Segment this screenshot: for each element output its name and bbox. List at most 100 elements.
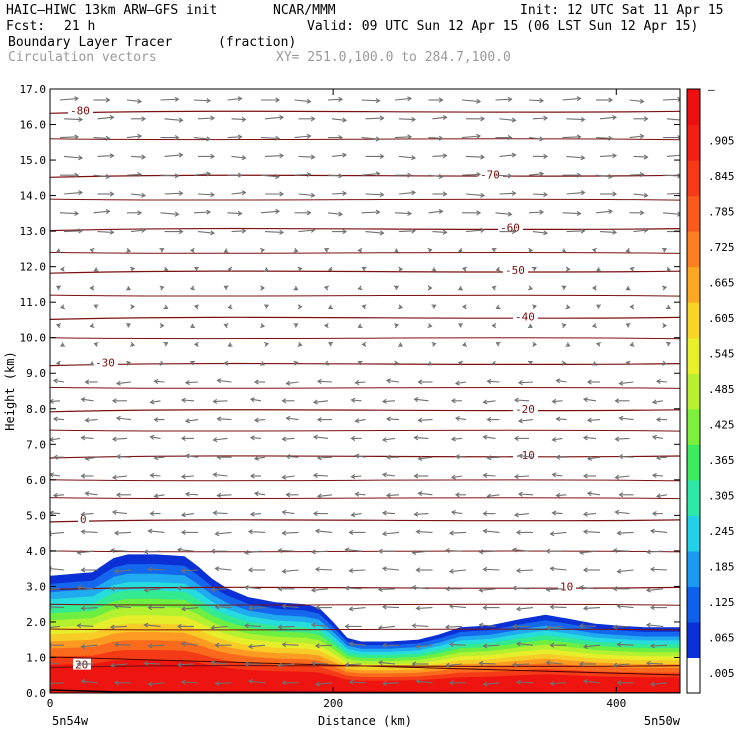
wind-vector-head — [511, 623, 517, 629]
wind-vector — [144, 588, 161, 591]
y-tick-label: 7.0 — [26, 438, 46, 451]
wind-vector-head — [385, 416, 391, 422]
wind-vector-head — [348, 641, 354, 647]
wind-vector — [512, 663, 530, 666]
wind-vector — [449, 643, 467, 646]
wind-vector-head — [184, 453, 190, 459]
wind-vector-head — [539, 209, 545, 215]
isotherm-label: 10 — [560, 580, 573, 593]
wind-vector-head — [515, 568, 521, 574]
wind-vector-head — [89, 247, 95, 253]
wind-vector-head — [237, 134, 243, 140]
isotherm-label-bg — [513, 448, 538, 460]
wind-vector-head — [614, 474, 620, 480]
wind-vector-head — [561, 248, 567, 253]
wind-vector-head — [56, 248, 62, 253]
wind-vector-head — [528, 247, 534, 253]
isotherm-line — [50, 455, 680, 459]
wind-vector — [650, 682, 668, 685]
isotherm-label-bg — [513, 402, 538, 414]
isotherm-line — [50, 386, 680, 389]
wind-vector-head — [543, 192, 549, 198]
wind-vector — [264, 116, 284, 120]
wind-vector — [154, 456, 165, 459]
wind-vector-head — [645, 622, 651, 628]
wind-vector-head — [586, 455, 592, 461]
wind-vector-head — [427, 361, 433, 366]
wind-vector-head — [275, 208, 281, 215]
wind-vector — [217, 494, 232, 497]
wind-vector — [311, 624, 329, 627]
wind-vector-head — [361, 341, 367, 347]
wind-vector — [144, 550, 161, 553]
valid-time: Valid: 09 UTC Sun 12 Apr 15 (06 LST Sun … — [307, 19, 699, 34]
wind-vector-head — [448, 603, 454, 609]
wind-vector-head — [293, 247, 299, 253]
wind-vector-head — [486, 417, 492, 423]
colorbar-label: .545 — [708, 348, 735, 361]
wind-vector-head — [377, 660, 383, 666]
colorbar-label: .665 — [708, 276, 735, 289]
wind-vector-head — [55, 323, 61, 329]
wind-vector-head — [515, 529, 521, 535]
isotherm-label-bg — [513, 310, 538, 322]
colorbar-swatch — [687, 621, 700, 658]
wind-vector-head — [328, 304, 334, 310]
wind-vector-head — [379, 192, 385, 198]
wind-vector-head — [74, 134, 80, 140]
isotherm-label: 0 — [80, 513, 87, 526]
wind-vector-head — [147, 528, 153, 534]
wind-vector — [164, 192, 183, 195]
y-tick-label: 1.0 — [26, 651, 46, 664]
wind-vector — [613, 549, 630, 552]
wind-vector-head — [612, 153, 618, 159]
wind-vector-head — [379, 115, 385, 121]
isotherm-line — [50, 497, 680, 500]
wind-vector-head — [361, 266, 367, 272]
isotherm-label-bg — [558, 580, 576, 592]
wind-vector-head — [591, 323, 597, 329]
wind-vector-head — [115, 492, 121, 498]
wind-vector-head — [507, 135, 513, 141]
wind-vector-head — [153, 493, 159, 499]
wind-vector — [213, 473, 228, 477]
wind-vector-head — [582, 511, 588, 517]
wind-vector-head — [486, 378, 492, 384]
wind-vector-head — [178, 117, 184, 123]
wind-vector-head — [539, 98, 545, 104]
wind-vector-head — [662, 360, 668, 366]
wind-vector — [248, 644, 266, 648]
colorbar-swatch — [687, 515, 700, 552]
wind-vector — [629, 135, 644, 139]
wind-vector-head — [214, 566, 220, 572]
wind-vector-head — [677, 135, 680, 141]
wind-vector-head — [549, 531, 555, 537]
wind-vector — [282, 643, 299, 646]
wind-vector — [351, 475, 362, 478]
wind-vector — [181, 475, 195, 478]
isotherm-label: -60 — [500, 222, 520, 235]
wind-vector — [260, 174, 280, 178]
wind-vector-head — [381, 472, 387, 478]
wind-vector — [130, 229, 146, 233]
wind-vector — [144, 624, 161, 627]
wind-vector-head — [618, 454, 624, 460]
wind-vector — [148, 644, 165, 647]
wind-vector — [382, 512, 396, 515]
wind-vector — [148, 530, 165, 533]
wind-vector-head — [350, 512, 356, 518]
y-tick-label: 6.0 — [26, 474, 46, 487]
wind-vector-head — [415, 643, 421, 649]
wind-vector-head — [677, 173, 680, 179]
wind-vector — [248, 531, 266, 533]
wind-vector — [185, 381, 199, 384]
wind-vector-head — [153, 417, 159, 423]
wind-vector — [85, 492, 98, 496]
wind-vector-head — [517, 491, 523, 497]
wind-vector-head — [482, 643, 488, 649]
wind-vector-head — [147, 643, 153, 649]
wind-vector-head — [281, 474, 287, 480]
wind-vector-head — [545, 586, 551, 592]
wind-vector — [432, 231, 447, 233]
